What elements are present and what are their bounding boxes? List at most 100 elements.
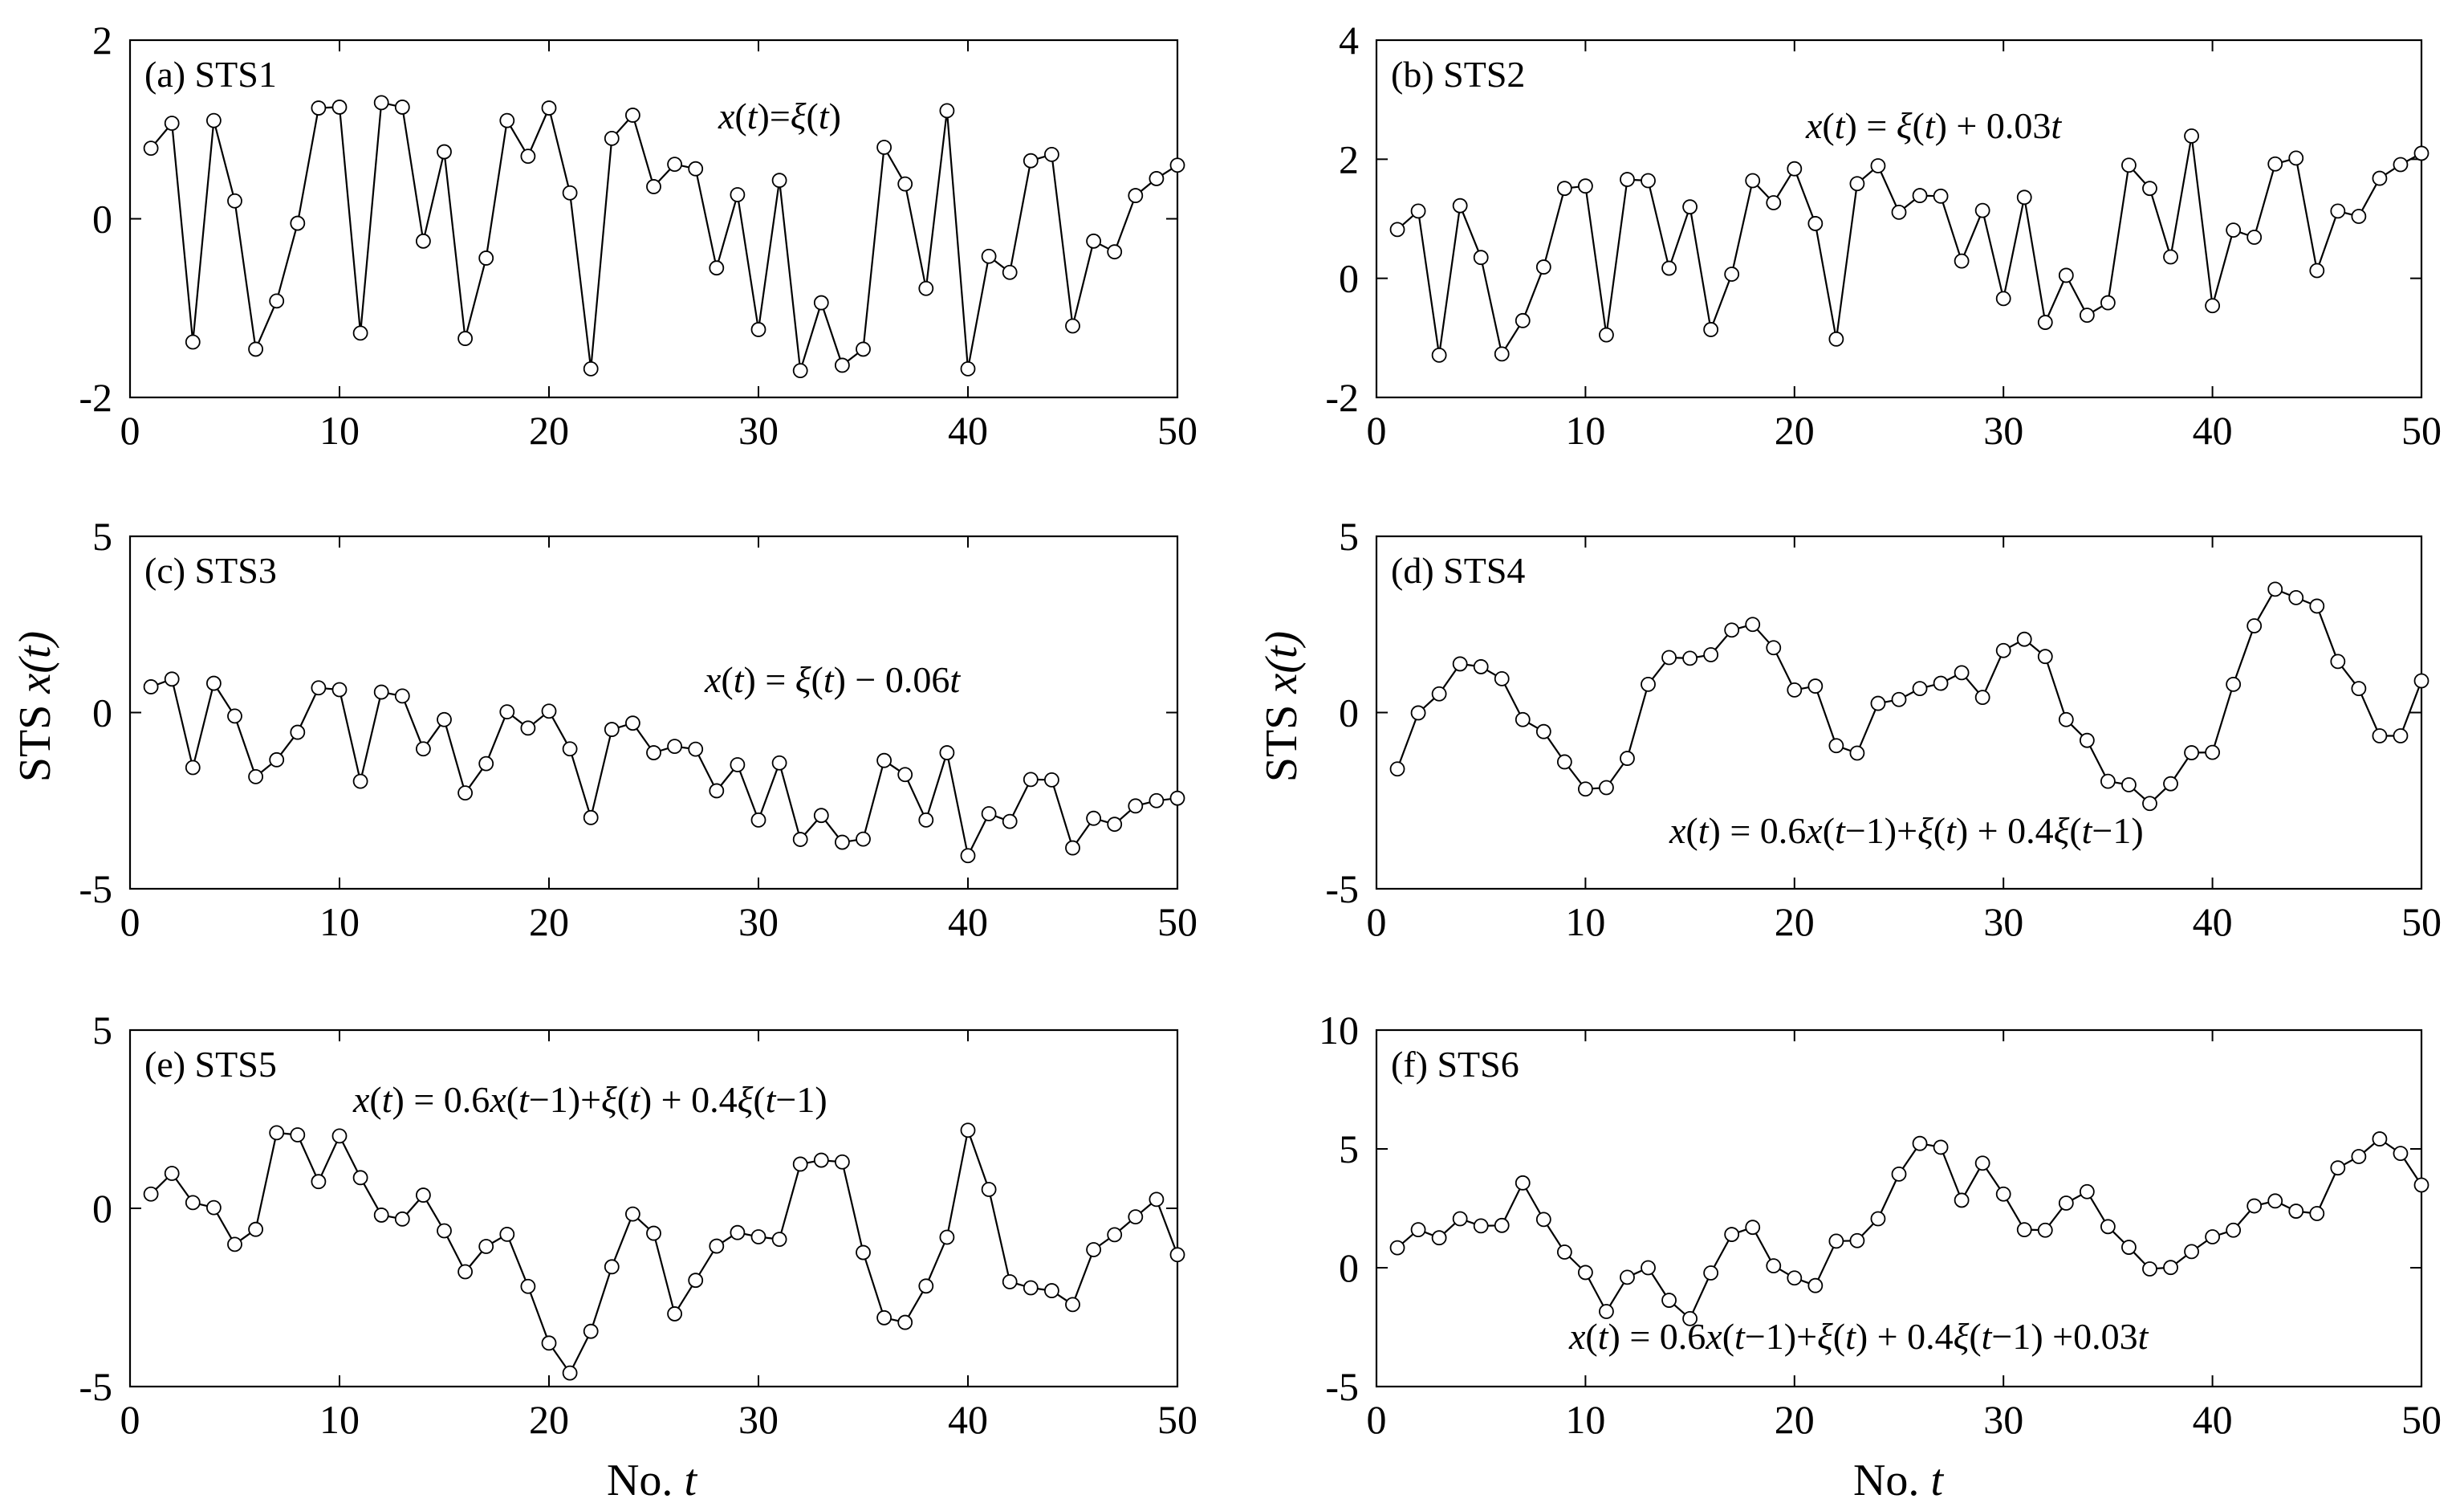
x-tick-label: 40 [948,1397,988,1442]
x-tick-label: 40 [2193,899,2233,944]
x-tick-label: 30 [738,408,779,453]
data-point [541,703,557,719]
data-point [1807,1277,1824,1293]
data-point [416,741,431,757]
data-point [520,149,536,165]
x-tick-label: 30 [738,1397,779,1442]
data-point [583,809,599,825]
data-point [2121,1240,2137,1255]
y-tick-label: 5 [1339,1126,1359,1171]
data-point [1682,1310,1698,1326]
data-point [331,682,348,698]
data-point [2246,618,2263,633]
data-point [2267,581,2283,597]
data-point [2037,649,2053,665]
data-point [583,360,599,377]
data-point [2309,1206,2325,1221]
data-point [1169,157,1185,173]
y-axis-title-right: STS x(t) [1257,631,1307,782]
data-point [1065,840,1080,856]
data-point [604,1259,620,1275]
data-point [1682,650,1698,666]
data-point [499,704,515,720]
data-point [897,176,913,192]
equation-annotation: x(t) = ξ(t) − 0.06t [704,659,961,700]
data-point [2205,744,2221,760]
panel-label: (e) STS5 [144,1044,277,1085]
data-point [625,1206,640,1222]
data-point [1107,1227,1123,1243]
data-point [1473,659,1489,674]
data-point [688,741,704,757]
data-point [1933,1139,1949,1155]
data-point [1431,686,1447,702]
x-tick-label: 30 [1983,1397,2023,1442]
x-axis-title-right: No. t [1853,1456,1944,1505]
x-tick-label: 10 [319,899,360,944]
data-point [269,751,285,768]
data-point [1389,1240,1405,1256]
data-point [1974,690,1990,706]
data-point [457,1264,473,1280]
data-point [2267,156,2283,172]
data-point [185,334,201,350]
data-point [1044,772,1059,788]
data-point [792,363,808,379]
series-line [1397,135,2422,356]
y-tick-label: 0 [1339,690,1359,735]
data-point [1002,1274,1018,1289]
x-tick-label: 40 [948,408,988,453]
data-point [1745,173,1761,189]
data-point [750,812,766,828]
y-tick-label: 0 [92,1186,112,1231]
data-point [835,834,850,850]
equation-annotation: x(t) = ξ(t) + 0.03t [1805,105,2062,146]
data-point [1724,622,1740,638]
data-point [2142,181,2157,197]
data-point [813,808,829,824]
data-point [1452,656,1468,672]
data-point [185,760,201,776]
data-point [918,280,934,296]
data-point [1661,260,1677,276]
data-point [1703,322,1719,337]
data-point [688,161,704,177]
data-point [331,100,348,115]
x-tick-label: 30 [1983,408,2023,453]
data-point [771,1232,787,1248]
data-point [2351,209,2367,224]
x-tick-label: 50 [2401,408,2442,453]
data-point [1620,172,1635,187]
data-point [2330,654,2346,670]
data-point [1870,695,1886,711]
data-point [1891,204,1907,220]
data-point [2226,1222,2242,1238]
data-point [604,722,620,737]
x-tick-label: 10 [319,1397,360,1442]
y-tick-label: 5 [92,1008,112,1053]
data-point [1933,188,1949,204]
data-point [1599,1304,1614,1319]
y-tick-label: 10 [1319,1008,1359,1053]
y-tick-label: 5 [92,514,112,559]
data-point [1107,244,1123,260]
data-point [876,752,892,768]
data-point [437,711,452,727]
data-point [1954,1192,1970,1208]
data-point [646,1225,661,1241]
data-point [835,357,850,373]
data-point [1578,178,1593,194]
data-point [730,757,746,772]
data-point [960,848,976,864]
data-point [688,1273,704,1289]
data-point [1023,1280,1039,1296]
data-point [1515,312,1531,328]
data-point [2226,676,2242,692]
data-point [2100,295,2116,311]
x-tick-label: 30 [1983,899,2023,944]
data-point [2163,1260,2178,1276]
